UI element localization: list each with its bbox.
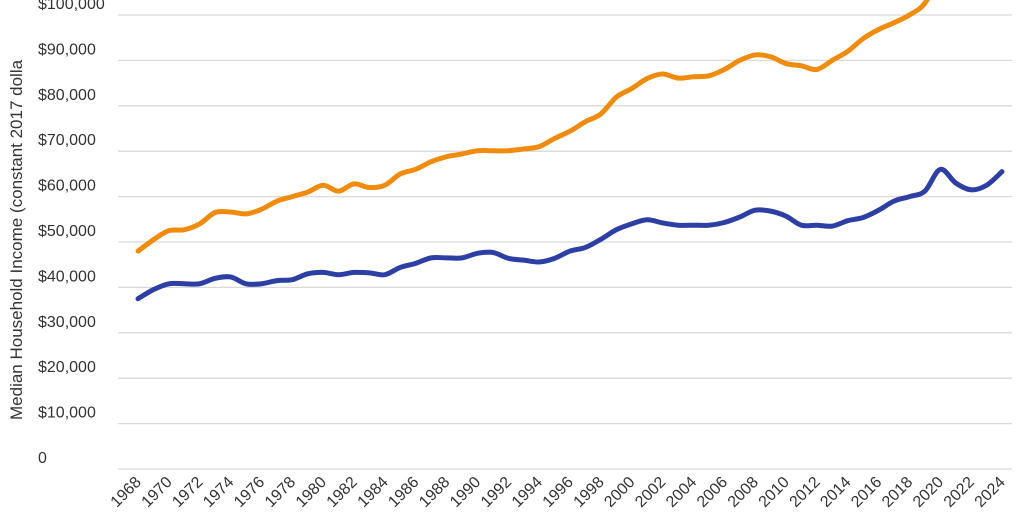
y-tick-label: $80,000 — [38, 87, 96, 104]
series-line-blue — [135, 166, 1005, 302]
grid-lines — [118, 14, 1012, 470]
series-line-orange — [135, 0, 930, 254]
x-tick-label: 1986 — [385, 474, 422, 511]
x-tick-label: 1996 — [540, 474, 577, 511]
x-tick-label: 2018 — [879, 474, 916, 511]
y-tick-label: 0 — [38, 450, 47, 467]
x-tick-label: 1976 — [231, 474, 268, 511]
x-tick-label: 2006 — [694, 474, 731, 511]
x-tick-label: 2010 — [756, 474, 793, 511]
x-tick-label: 1984 — [354, 474, 391, 511]
y-axis-ticks: 0 $10,000 $20,000 $30,000 $40,000 $50,000 $60,… — [38, 0, 105, 467]
x-tick-label: 1998 — [570, 474, 607, 511]
x-tick-label: 2014 — [817, 474, 854, 511]
x-tick-label: 2012 — [786, 474, 823, 511]
x-tick-label: 1970 — [138, 474, 175, 511]
y-tick-label: $70,000 — [38, 132, 96, 149]
x-tick-label: 1980 — [293, 474, 330, 511]
x-tick-label: 1978 — [262, 474, 299, 511]
x-tick-label: 1972 — [169, 474, 206, 511]
y-tick-label: $60,000 — [38, 178, 96, 195]
x-tick-label: 2000 — [601, 474, 638, 511]
x-tick-label: 2024 — [972, 474, 1009, 511]
x-tick-label: 1968 — [108, 474, 145, 511]
x-tick-label: 1974 — [200, 474, 237, 511]
x-tick-label: 2016 — [848, 474, 885, 511]
series-lines — [135, 0, 1005, 302]
y-tick-label: $100,000 — [38, 0, 105, 13]
y-tick-label: $10,000 — [38, 405, 96, 422]
x-tick-label: 2022 — [941, 474, 978, 511]
x-tick-label: 1988 — [416, 474, 453, 511]
y-tick-label: $30,000 — [38, 314, 96, 331]
x-tick-label: 1990 — [447, 474, 484, 511]
x-tick-label: 2008 — [725, 474, 762, 511]
y-tick-label: $90,000 — [38, 41, 96, 58]
x-tick-label: 1982 — [324, 474, 361, 511]
x-tick-label: 1994 — [509, 474, 546, 511]
y-axis-label: Median Household Income (constant 2017 d… — [7, 59, 26, 420]
y-tick-label: $40,000 — [38, 268, 96, 285]
y-tick-label: $20,000 — [38, 359, 96, 376]
y-tick-label: $50,000 — [38, 223, 96, 240]
x-tick-label: 2020 — [910, 474, 947, 511]
x-tick-label: 2004 — [663, 474, 700, 511]
x-axis-ticks: 1968197019721974197619781980198219841986… — [108, 474, 1009, 511]
x-tick-label: 1992 — [478, 474, 515, 511]
x-tick-label: 2002 — [632, 474, 669, 511]
